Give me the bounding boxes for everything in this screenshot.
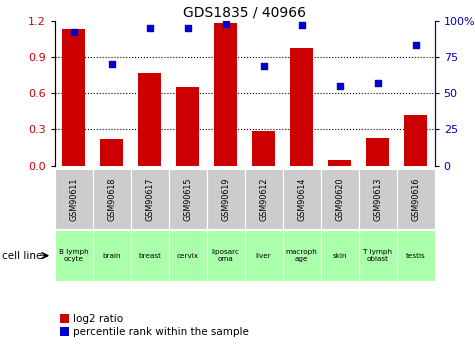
Bar — [55, 169, 93, 229]
Bar — [359, 230, 397, 281]
Bar — [283, 230, 321, 281]
Point — [108, 61, 115, 67]
Bar — [131, 230, 169, 281]
Title: GDS1835 / 40966: GDS1835 / 40966 — [183, 6, 306, 20]
Bar — [328, 159, 351, 166]
Text: skin: skin — [332, 253, 347, 259]
Text: GSM90614: GSM90614 — [297, 178, 306, 221]
Bar — [359, 169, 397, 229]
Text: GSM90613: GSM90613 — [373, 178, 382, 221]
Text: liposarc
oma: liposarc oma — [212, 249, 239, 262]
Text: GSM90616: GSM90616 — [411, 178, 420, 221]
Text: liver: liver — [256, 253, 272, 259]
Bar — [397, 169, 435, 229]
Bar — [131, 169, 169, 229]
Bar — [245, 169, 283, 229]
Bar — [397, 230, 435, 281]
Text: GSM90618: GSM90618 — [107, 178, 116, 221]
Bar — [62, 29, 85, 166]
Bar — [93, 230, 131, 281]
Bar — [100, 139, 123, 166]
Text: cervix: cervix — [177, 253, 199, 259]
Bar — [245, 230, 283, 281]
Bar — [321, 169, 359, 229]
Bar — [169, 169, 207, 229]
Bar — [404, 115, 427, 166]
Point — [146, 25, 153, 31]
Point — [222, 21, 229, 26]
Text: T lymph
oblast: T lymph oblast — [363, 249, 392, 262]
Text: GSM90620: GSM90620 — [335, 177, 344, 221]
Point — [70, 30, 77, 35]
Bar — [55, 230, 93, 281]
Bar — [290, 49, 313, 166]
Text: GSM90612: GSM90612 — [259, 177, 268, 221]
Bar — [176, 87, 199, 166]
Bar — [283, 169, 321, 229]
Bar — [321, 230, 359, 281]
Text: GSM90615: GSM90615 — [183, 177, 192, 221]
Text: breast: breast — [138, 253, 161, 259]
Text: GSM90611: GSM90611 — [69, 178, 78, 221]
Text: cell line: cell line — [2, 251, 43, 260]
Bar — [207, 230, 245, 281]
Legend: log2 ratio, percentile rank within the sample: log2 ratio, percentile rank within the s… — [60, 314, 249, 337]
Text: GSM90617: GSM90617 — [145, 177, 154, 221]
Bar — [93, 169, 131, 229]
Text: macroph
age: macroph age — [286, 249, 317, 262]
Point — [184, 25, 191, 31]
Point — [374, 80, 381, 86]
Point — [336, 83, 343, 89]
Point — [412, 42, 419, 48]
Bar — [214, 23, 237, 166]
Text: testis: testis — [406, 253, 426, 259]
Bar — [138, 73, 161, 166]
Bar — [366, 138, 389, 166]
Bar — [252, 131, 275, 166]
Point — [298, 22, 305, 28]
Bar — [207, 169, 245, 229]
Text: brain: brain — [103, 253, 121, 259]
Bar — [169, 230, 207, 281]
Point — [260, 63, 267, 68]
Text: GSM90619: GSM90619 — [221, 177, 230, 221]
Text: B lymph
ocyte: B lymph ocyte — [59, 249, 88, 262]
